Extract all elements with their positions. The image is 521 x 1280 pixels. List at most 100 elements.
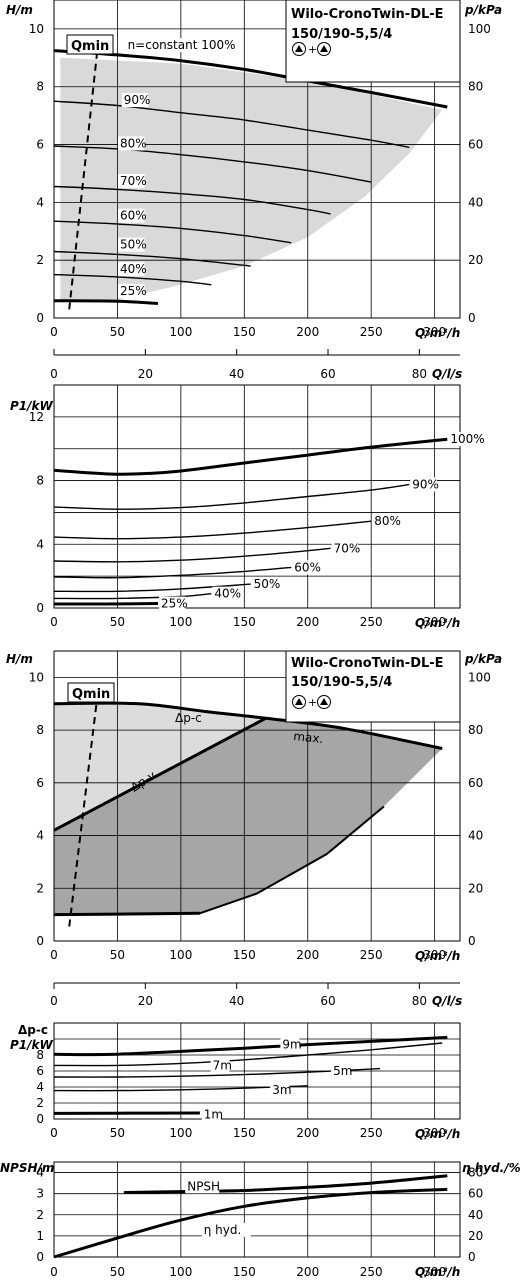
speed-curves [54, 49, 448, 305]
label-halo [117, 262, 145, 277]
y2-tick-labels: 0 20 40 60 80 100 [468, 670, 491, 948]
qmin-label: Qmin [71, 39, 109, 54]
y-tick-label: 12 [29, 410, 44, 424]
label-halo [117, 237, 145, 252]
label-halo [331, 541, 359, 556]
dp-c-label: Δp-c [175, 711, 202, 725]
y-tick-label: 60 [468, 776, 483, 790]
series-label: 25% [120, 284, 147, 298]
svg-text:+: + [308, 43, 317, 56]
x-tick-label: 0 [50, 994, 58, 1008]
x-tick-label: 250 [360, 615, 383, 629]
label-halo [185, 1179, 220, 1194]
label-halo [117, 283, 145, 298]
npsh-eta-curves [53, 1174, 448, 1259]
label-halo [280, 1037, 300, 1052]
speed-curve [54, 273, 212, 286]
label-halo [117, 136, 145, 151]
x-tick-label: 150 [233, 948, 256, 962]
power-control-curves [53, 1035, 448, 1115]
speed-curve [54, 145, 372, 183]
y-tick-label: 60 [468, 138, 483, 152]
grid [54, 1023, 460, 1119]
x-tick-label: 100 [169, 948, 192, 962]
series-labels: n=constant 100% 90% 80% 70% 60% 50% 40% 25% [117, 38, 243, 298]
x-tick-label: 50 [110, 1265, 125, 1279]
flow-ls-axis: 0 20 40 60 80 Q/l/s [50, 349, 462, 381]
y-tick-label: 8 [36, 723, 44, 737]
x-tick-labels: 0 50 100 150 200 250 300 [50, 615, 446, 629]
y-tick-label: 6 [36, 776, 44, 790]
operation-symbol-icon: + [292, 42, 331, 56]
y-tick-label: 2 [36, 1208, 44, 1222]
y-tick-label: 40 [468, 829, 483, 843]
y-axis-label: H/m [6, 652, 33, 666]
x-tick-label: 250 [360, 1126, 383, 1140]
x-tick-label: 100 [169, 325, 192, 339]
plot-frame [53, 1161, 461, 1258]
x-tick-labels: 0 50 100 150 200 250 300 [50, 1126, 446, 1140]
dp-v-area [54, 718, 443, 915]
x-axis-label: Q/m³/h [415, 326, 460, 340]
plot-frame [53, 0, 461, 319]
label-halo [117, 174, 145, 189]
y-tick-label: 0 [468, 1250, 476, 1264]
qmin-line [68, 40, 100, 310]
x-tick-label: 250 [360, 948, 383, 962]
label-halo [251, 577, 279, 592]
series-label: n=constant 100% [128, 38, 236, 52]
y-tick-label: 4 [36, 537, 44, 551]
power-control-curve [53, 1067, 381, 1078]
label-halo [212, 586, 239, 601]
qmin-box [66, 34, 114, 55]
y-tick-label: 8 [36, 80, 44, 94]
max-label: max. [293, 729, 324, 746]
x-tick-labels: 0 50 100 150 200 250 300 [50, 325, 446, 339]
series-label: 80% [120, 136, 147, 150]
series-label: η hyd. [204, 1223, 242, 1237]
x-tick-label: 150 [233, 325, 256, 339]
series-label: 100% [450, 432, 484, 446]
x-tick-label: 50 [110, 615, 125, 629]
power-control-curve [53, 1042, 443, 1067]
series-label: 60% [294, 560, 321, 574]
series-label: 40% [214, 587, 241, 601]
x-axis-label: Q/m³/h [415, 616, 460, 630]
operating-range-area [60, 57, 443, 303]
y-axis-label: P1/kW [10, 1038, 54, 1052]
flow-ls-axis-2: 0 20 40 60 80 Q/l/s [50, 982, 462, 1008]
x-tick-label: 200 [296, 1265, 319, 1279]
x-axis-label: Q/m³/h [415, 1127, 460, 1141]
series-label: 70% [120, 174, 147, 188]
y-tick-label: 80 [468, 80, 483, 94]
power-control-curve [53, 1035, 448, 1057]
label-halo [448, 432, 483, 447]
x-ticks: 0 20 40 60 80 [50, 983, 427, 1008]
y-axis-label: H/m [6, 3, 33, 17]
power-speed-chart: 0 50 100 150 200 250 300 0 4 8 12 100% 90% 80% 70% 60… [10, 384, 485, 630]
speed-curve [54, 299, 159, 305]
x-axis-label: Q/l/s [432, 367, 462, 381]
npsh-curve [123, 1174, 448, 1195]
x-tick-label: 150 [233, 1265, 256, 1279]
y-tick-label: 0 [36, 601, 44, 615]
power-control-chart: 0 50 100 150 200 250 300 0 2 4 6 8 9m 7m 5m 3m 1m Δp-c… [10, 1022, 461, 1141]
plot-frame [53, 650, 461, 942]
y-tick-label: 2 [36, 253, 44, 267]
label-halo [201, 1223, 251, 1238]
series-label: 25% [161, 597, 188, 611]
y-tick-label: 0 [36, 1112, 44, 1126]
grid [54, 385, 460, 608]
range-edge [53, 805, 385, 916]
x-tick-label: 20 [138, 367, 153, 381]
series-labels: 100% 90% 80% 70% 60% 50% 40% 25% [159, 432, 485, 611]
series-label: 3m [272, 1083, 291, 1097]
qmin-line [68, 687, 100, 927]
qmin-box [67, 682, 115, 703]
x-tick-label: 0 [50, 367, 58, 381]
x-tick-label: 20 [138, 994, 153, 1008]
label-halo [210, 1058, 230, 1073]
x-tick-label: 0 [50, 615, 58, 629]
series-labels: NPSH η hyd. [185, 1179, 251, 1238]
x-axis-label: Q/m³/h [415, 949, 460, 963]
